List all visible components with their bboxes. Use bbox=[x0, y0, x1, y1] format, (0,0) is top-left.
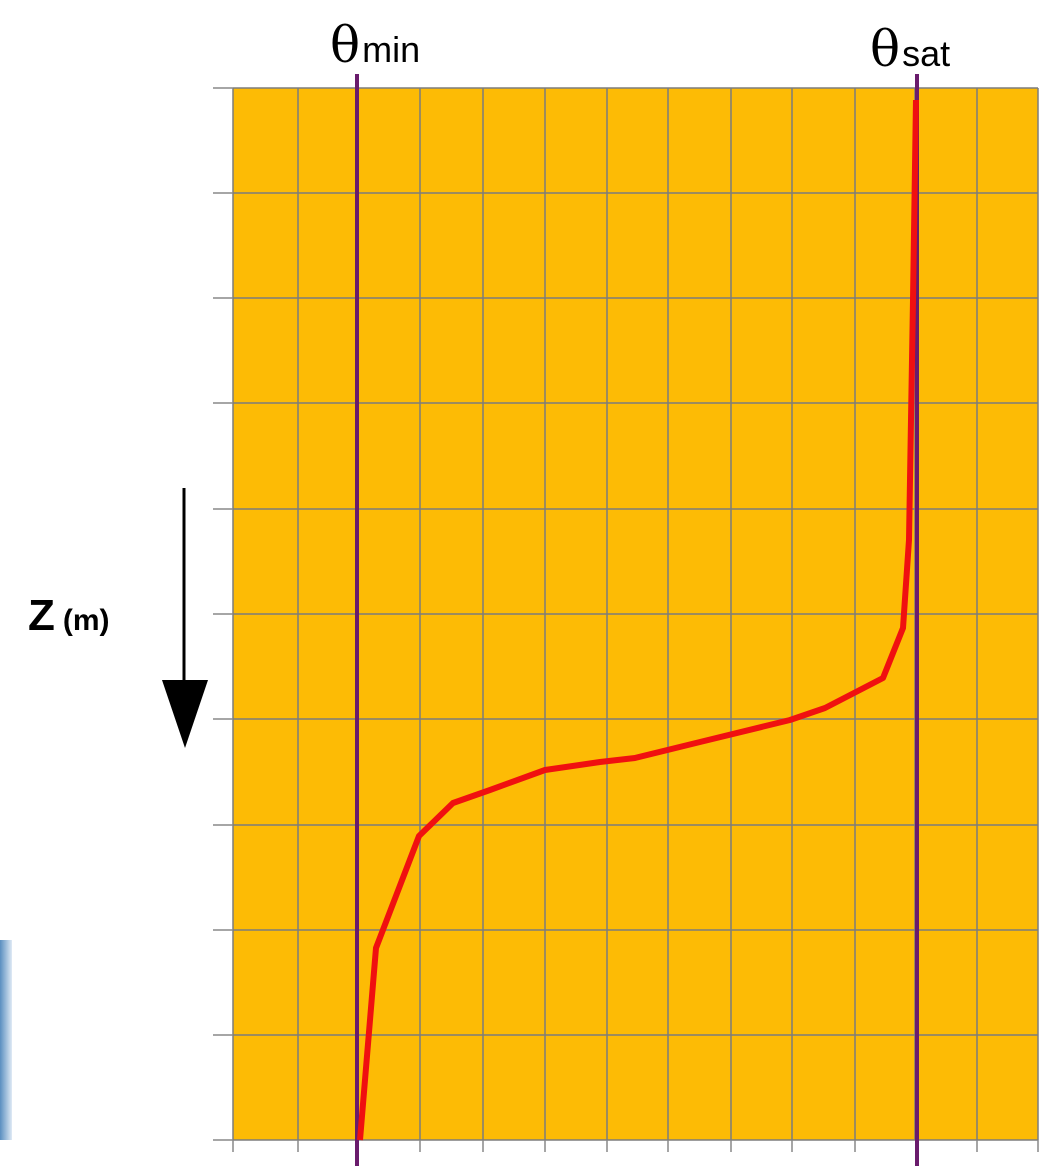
depth-label: Z(m) bbox=[28, 591, 110, 640]
theta-sat-label: θsat bbox=[870, 20, 950, 78]
theta-subscript: sat bbox=[902, 33, 950, 74]
depth-unit: (m) bbox=[63, 604, 110, 637]
diagram: θmin θsat Z(m) bbox=[0, 0, 1046, 1166]
edge-image bbox=[0, 940, 12, 1140]
depth-arrow-head bbox=[162, 680, 208, 748]
theta-min-label: θmin bbox=[330, 16, 420, 74]
theta-symbol: θ bbox=[330, 16, 360, 74]
theta-symbol: θ bbox=[870, 20, 900, 78]
theta-subscript: min bbox=[362, 29, 420, 70]
depth-symbol: Z bbox=[28, 591, 55, 640]
